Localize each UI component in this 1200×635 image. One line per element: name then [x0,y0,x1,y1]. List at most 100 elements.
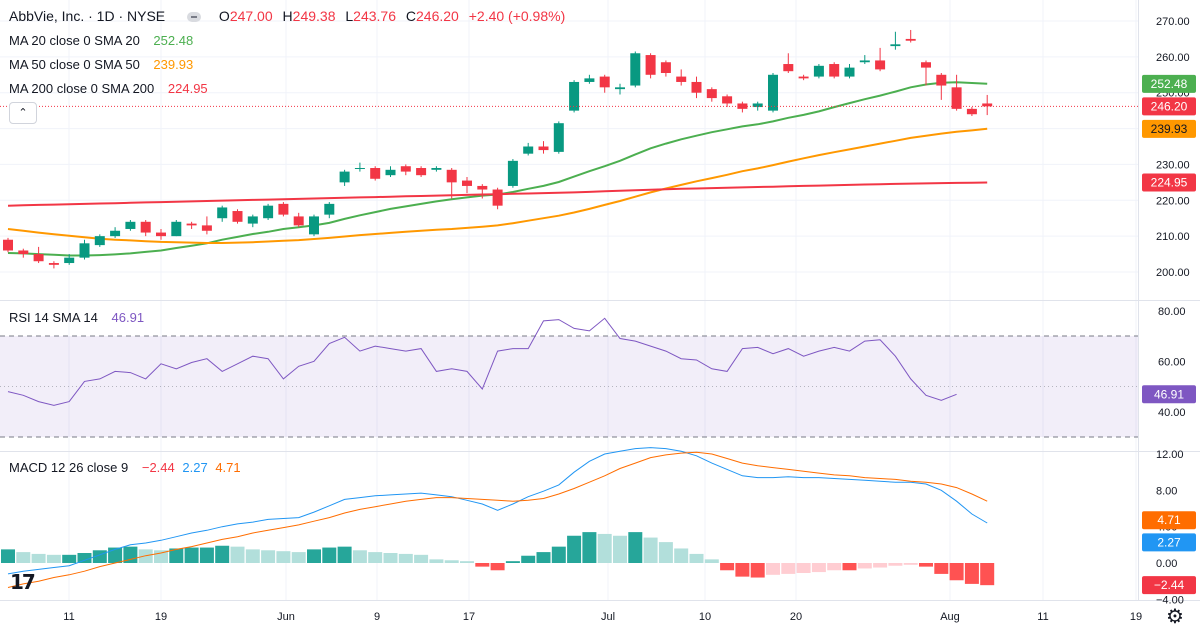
candle-body [630,53,641,86]
macd-histogram-bar [215,545,230,563]
candle-body [309,216,319,235]
macd-line-signal [7,451,988,588]
candle-body [48,263,59,265]
macd-histogram-bar [337,546,352,563]
gear-icon[interactable]: ⚙ [1166,606,1184,628]
candle-body [982,103,993,107]
ma200-label: MA 200 close 0 SMA 200 [9,81,155,96]
macd-histogram-bar [735,563,750,577]
macd-histogram-bar [429,559,444,563]
macd-hist-value: −2.44 [141,460,175,475]
macd-histogram-bar [811,563,826,573]
price-tick-label: 260.00 [1156,52,1190,64]
candle-body [446,169,457,183]
macd-legend[interactable]: MACD 12 26 close 9 −2.44 2.27 4.71 [9,460,245,476]
candle-body [584,78,595,82]
candle-body [507,160,518,186]
macd-histogram-bar [857,563,872,569]
candle-body [186,223,197,226]
macd-histogram-bar [567,535,582,563]
candle-body [875,60,886,70]
open-value: 247.00 [229,8,273,24]
collapse-legend-button[interactable]: ⌃ [9,102,37,124]
macd-histogram-bar [613,535,627,563]
time-tick-label: 17 [463,611,475,623]
macd-tick-label: 8.00 [1156,485,1177,497]
candle-body [247,216,258,224]
ma50-value: 239.93 [153,57,194,72]
macd-histogram-bar [689,553,704,563]
macd-histogram-bar [964,563,979,584]
high-label: H [282,8,293,24]
macd-histogram-bar [919,563,933,567]
close-value: 246.20 [416,8,459,24]
time-tick-label: 9 [374,611,380,623]
macd-tick-label: −4.00 [1156,594,1184,606]
candle-body [94,236,105,246]
macd-histogram-bar [31,553,46,563]
rsi-axis-label: 46.91 [1154,387,1184,401]
candle-body [217,207,228,219]
rsi-tick-label: 40.00 [1158,407,1186,419]
ma200-legend[interactable]: MA 200 close 0 SMA 200 224.95 [9,81,212,97]
ma50-legend[interactable]: MA 50 close 0 SMA 50 239.93 [9,57,197,73]
candle-body [125,221,136,229]
price-axis-label-bg [1142,97,1196,116]
symbol-title[interactable]: AbbVie, Inc. · 1D · NYSE [9,8,166,24]
macd-histogram-bar [108,547,123,563]
candle-body [293,216,304,226]
rsi-axis-label-bg [1142,385,1196,404]
macd-histogram-bar [674,548,689,563]
macd-axis-label-bg [1142,533,1196,552]
price-axis-label: 252.48 [1151,77,1188,91]
price-axis-label-bg [1142,173,1196,192]
candle-body [737,103,748,109]
visibility-toggle-icon[interactable] [187,12,202,23]
macd-histogram-bar [16,552,31,563]
ma20-legend[interactable]: MA 20 close 0 SMA 20 252.48 [9,33,197,49]
time-tick-label: 11 [1037,611,1048,623]
candle-body [538,146,549,151]
macd-histogram-bar [704,559,719,563]
change-value: +2.40 (+0.98%) [468,8,566,24]
macd-histogram-bar [490,563,505,571]
time-tick-label: Jul [601,611,615,623]
macd-histogram-bar [505,561,520,563]
macd-histogram-bar [199,547,214,563]
tradingview-logo-icon[interactable]: 17 [10,570,36,594]
rsi-legend[interactable]: RSI 14 SMA 14 46.91 [9,310,148,326]
macd-axis-label: 2.27 [1157,535,1181,549]
ma-line-ma20 [7,81,988,257]
macd-histogram-bar [980,563,995,586]
macd-histogram-bar [827,563,842,571]
candle-body [676,76,687,82]
macd-histogram-bar [383,553,398,563]
price-axis-label-bg [1142,74,1196,93]
candle-body [3,239,13,251]
macd-histogram-bar [46,554,61,563]
macd-histogram-bar [766,563,780,575]
ma-line-ma50 [7,127,988,244]
rsi-tick-label: 80.00 [1158,306,1186,318]
price-tick-label: 220.00 [1156,195,1190,207]
macd-histogram-bar [77,553,92,563]
macd-histogram-bar [934,563,949,574]
ma50-label: MA 50 close 0 SMA 50 [9,57,140,72]
macd-histogram-bar [307,549,321,563]
price-tick-label: 230.00 [1156,159,1190,171]
candle-body [829,64,840,77]
macd-histogram-bar [291,552,306,563]
candle-body [569,81,580,111]
macd-histogram-bar [903,563,918,565]
candle-body [905,38,916,41]
candle-body [523,146,534,154]
candle-body [951,87,962,109]
price-axis-label: 224.95 [1151,176,1188,190]
candle-body [370,168,381,179]
macd-histogram-bar [184,547,199,563]
price-tick-label: 200.00 [1156,267,1190,279]
time-tick-label: Aug [940,611,960,623]
candle-body [201,225,212,231]
candle-body [477,185,488,190]
candle-body [431,168,442,170]
